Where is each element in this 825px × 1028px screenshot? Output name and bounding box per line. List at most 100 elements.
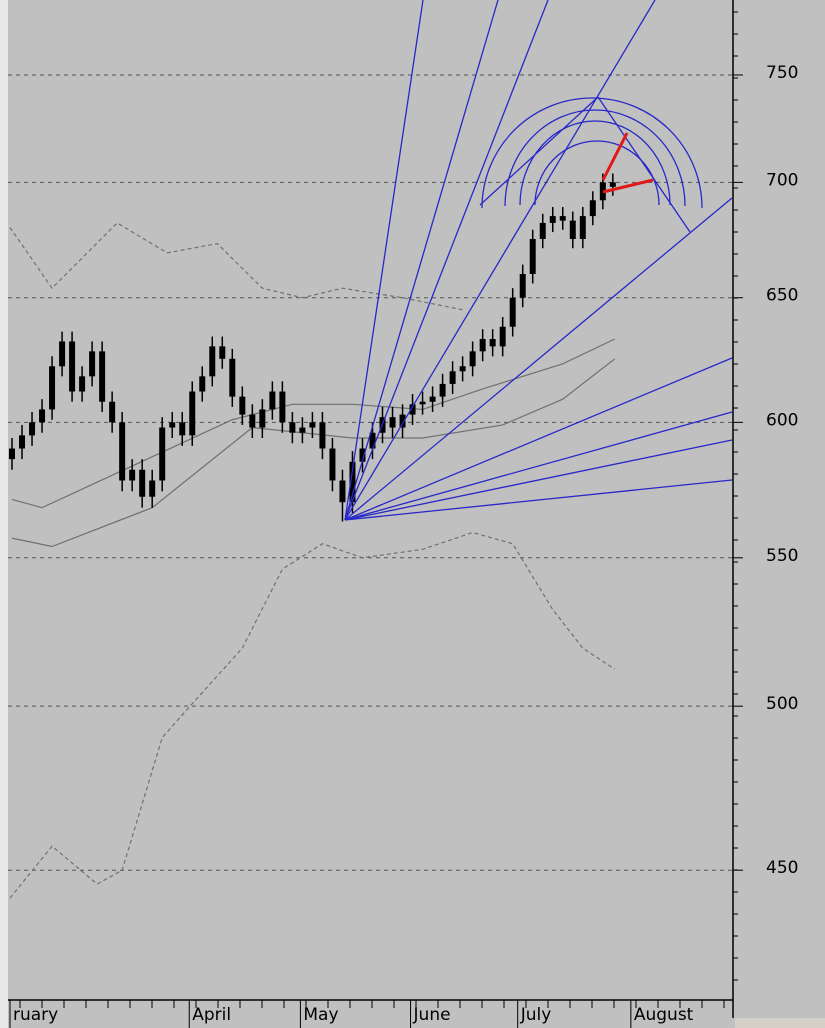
- candle-body: [209, 346, 216, 377]
- grid: [8, 74, 733, 871]
- candle-body: [449, 371, 456, 384]
- candle-body: [349, 461, 356, 503]
- candle-body: [159, 427, 166, 481]
- candle-body: [559, 216, 566, 221]
- y-tick-label: 750: [766, 63, 798, 83]
- candle-body: [239, 396, 246, 415]
- y-tick-label: 600: [766, 410, 798, 430]
- candle-body: [219, 346, 226, 359]
- candle-body: [319, 422, 326, 449]
- fan-line: [344, 0, 499, 521]
- candle-body: [459, 366, 466, 372]
- x-tick-label: ruary: [13, 1005, 58, 1025]
- candle-body: [369, 432, 376, 449]
- candle-body: [229, 358, 236, 397]
- candle-body: [199, 376, 206, 392]
- fan-line: [344, 411, 733, 521]
- arc: [481, 97, 703, 209]
- fan-line: [597, 96, 691, 233]
- candle-body: [499, 326, 506, 347]
- candle-body: [469, 351, 476, 367]
- arc: [534, 140, 660, 206]
- red-line: [601, 132, 629, 181]
- candle-body: [169, 422, 176, 428]
- candle-body: [539, 222, 546, 239]
- candle-body: [299, 427, 306, 433]
- candle-body: [589, 200, 596, 217]
- candle-body: [309, 422, 316, 428]
- candle-body: [179, 422, 186, 436]
- candle-body: [519, 273, 526, 298]
- candle-body: [569, 220, 576, 239]
- candle-body: [89, 351, 96, 377]
- candle-body: [9, 448, 16, 460]
- candle-body: [129, 469, 136, 481]
- candle-body: [149, 480, 156, 497]
- candle-body: [99, 351, 106, 402]
- red-line: [602, 178, 654, 194]
- candle-body: [429, 396, 436, 402]
- candle-body: [19, 435, 26, 449]
- fan-line: [344, 0, 549, 521]
- fan-line: [344, 439, 733, 521]
- candle-body: [109, 401, 116, 423]
- arc: [504, 109, 686, 207]
- candle-body: [419, 401, 426, 405]
- overlays: [9, 222, 616, 899]
- candle-body: [29, 422, 36, 436]
- x-tick-label: May: [303, 1005, 338, 1025]
- candle-body: [529, 238, 536, 274]
- fan-line: [344, 479, 733, 521]
- x-tick-label: April: [192, 1005, 231, 1025]
- candle-body: [329, 448, 336, 481]
- candle-body: [359, 448, 366, 462]
- candle-body: [189, 391, 196, 436]
- candle-body: [59, 341, 66, 367]
- fan-line: [344, 357, 733, 521]
- overlay-line: [11, 338, 616, 509]
- candle-body: [579, 216, 586, 239]
- candle-body: [339, 480, 346, 503]
- candle-body: [399, 414, 406, 428]
- overlay-line: [9, 222, 463, 311]
- candle-body: [389, 417, 396, 428]
- corner-box: [735, 1018, 825, 1028]
- candle-body: [409, 404, 416, 415]
- candle-body: [259, 409, 266, 428]
- candle-body: [269, 391, 276, 410]
- fan-line: [344, 0, 656, 521]
- candle-body: [599, 182, 606, 201]
- x-tick-label: August: [634, 1005, 694, 1025]
- candle-body: [279, 391, 286, 423]
- candle-body: [39, 409, 46, 423]
- overlay-line: [9, 531, 616, 899]
- fan-line: [344, 0, 424, 521]
- fan-line: [479, 96, 599, 206]
- candle-body: [139, 469, 146, 497]
- x-tick-label: July: [520, 1005, 552, 1025]
- candle-body: [549, 216, 556, 223]
- x-tick-label: June: [413, 1005, 451, 1025]
- candle-body: [69, 341, 76, 392]
- candle-body: [49, 366, 56, 410]
- left-edge: [0, 0, 8, 1028]
- y-tick-label: 500: [766, 694, 798, 714]
- candle-body: [489, 338, 496, 347]
- candle-body: [609, 182, 616, 187]
- candle-body: [79, 376, 86, 392]
- candle-body: [249, 414, 256, 428]
- gann-drawing: [344, 0, 733, 521]
- overlay-line: [11, 358, 616, 548]
- y-tick-label: 450: [766, 858, 798, 878]
- candle-body: [439, 383, 446, 397]
- y-tick-label: 550: [766, 546, 798, 566]
- candles: [9, 173, 616, 522]
- y-tick-label: 650: [766, 286, 798, 306]
- candle-body: [119, 422, 126, 481]
- axes: 450 500 550 600 650 700 750 ruary April May June Ju…: [9, 11, 798, 1028]
- candle-body: [289, 422, 296, 433]
- fan-line: [344, 197, 733, 521]
- candle-body: [509, 297, 516, 327]
